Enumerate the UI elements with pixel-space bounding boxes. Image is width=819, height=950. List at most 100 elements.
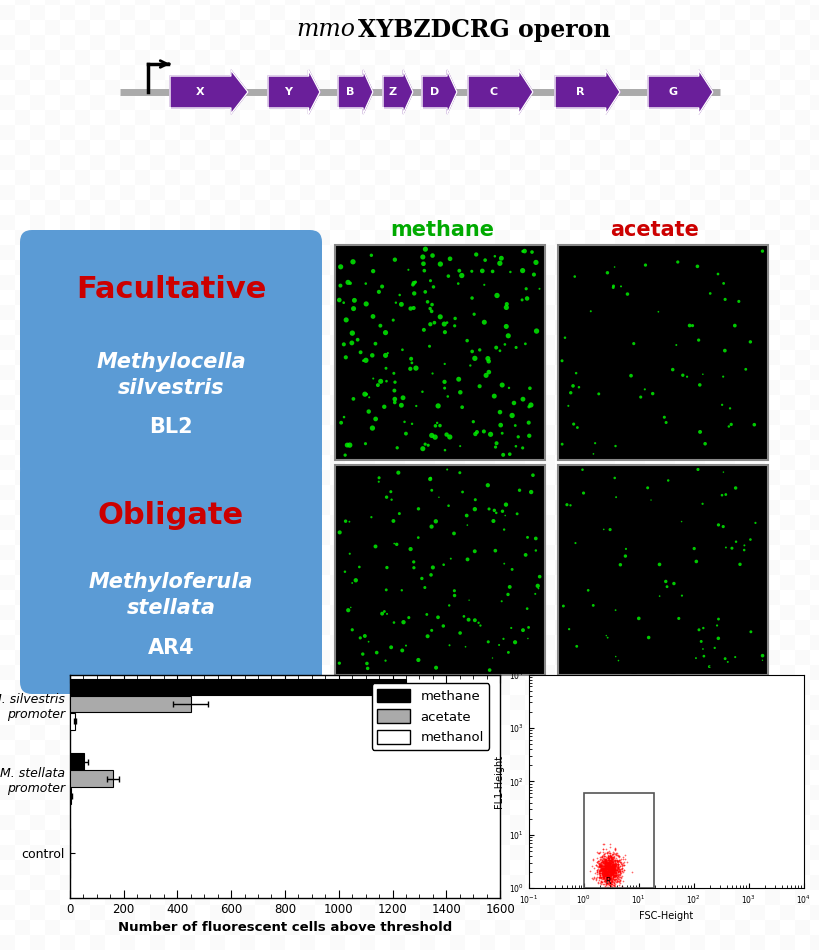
Point	[594, 859, 607, 874]
Bar	[509, 335, 524, 350]
Bar	[180, 245, 195, 260]
Point	[575, 462, 588, 477]
Bar	[300, 725, 314, 740]
Bar	[345, 170, 360, 185]
Point	[603, 867, 616, 883]
Bar	[329, 245, 345, 260]
Point	[594, 861, 607, 876]
Point	[609, 850, 622, 865]
Bar	[0, 635, 15, 650]
Bar	[75, 20, 90, 35]
Bar	[704, 0, 719, 5]
Point	[608, 860, 621, 875]
Bar	[689, 185, 704, 200]
Point	[603, 877, 616, 892]
Point	[597, 853, 610, 868]
Bar	[479, 845, 495, 860]
Bar	[390, 785, 405, 800]
Bar	[90, 815, 105, 830]
Bar	[45, 860, 60, 875]
Bar	[345, 380, 360, 395]
Point	[605, 869, 618, 884]
Bar	[135, 320, 150, 335]
Bar	[60, 365, 75, 380]
Bar	[210, 275, 224, 290]
Point	[592, 863, 605, 878]
Bar	[464, 20, 479, 35]
Bar	[0, 215, 15, 230]
Bar	[240, 215, 255, 230]
Point	[693, 425, 706, 440]
Point	[606, 866, 619, 882]
Point	[518, 547, 532, 562]
Point	[430, 415, 443, 430]
Point	[594, 873, 607, 888]
Bar	[464, 200, 479, 215]
Bar	[165, 440, 180, 455]
Bar	[240, 575, 255, 590]
Bar	[75, 290, 90, 305]
Bar	[60, 155, 75, 170]
Point	[333, 293, 346, 308]
Bar	[390, 665, 405, 680]
Bar	[509, 95, 524, 110]
Bar	[674, 620, 689, 635]
Bar	[285, 470, 300, 485]
Point	[597, 855, 610, 870]
Point	[644, 492, 657, 507]
Bar	[600, 515, 614, 530]
Point	[453, 466, 466, 481]
Bar	[450, 65, 464, 80]
Bar	[479, 125, 495, 140]
Bar	[374, 710, 390, 725]
Bar	[195, 920, 210, 935]
Point	[528, 531, 541, 546]
Point	[603, 862, 616, 877]
Point	[598, 866, 611, 882]
Point	[609, 869, 622, 884]
Bar	[195, 500, 210, 515]
Bar	[374, 740, 390, 755]
Point	[616, 858, 629, 873]
Point	[585, 859, 598, 874]
Point	[595, 863, 608, 878]
Bar	[554, 230, 569, 245]
Point	[608, 852, 621, 867]
Bar	[450, 155, 464, 170]
Point	[604, 873, 617, 888]
Bar	[569, 245, 584, 260]
Bar	[764, 440, 779, 455]
Point	[602, 863, 615, 878]
Point	[595, 864, 608, 879]
Bar	[645, 650, 659, 665]
Point	[604, 862, 617, 877]
Bar	[540, 95, 554, 110]
Bar	[554, 830, 569, 845]
Bar	[794, 830, 809, 845]
Point	[599, 857, 612, 872]
Bar	[15, 650, 30, 665]
Bar	[210, 785, 224, 800]
Point	[592, 859, 605, 874]
Bar	[629, 65, 645, 80]
Bar	[240, 95, 255, 110]
Bar	[150, 65, 165, 80]
Bar	[374, 350, 390, 365]
Bar	[240, 5, 255, 20]
Point	[610, 860, 623, 875]
Point	[731, 294, 744, 309]
Point	[600, 864, 613, 879]
Point	[606, 867, 619, 883]
Bar	[719, 5, 734, 20]
Point	[437, 557, 450, 572]
Point	[744, 624, 757, 639]
Bar	[464, 500, 479, 515]
Point	[612, 878, 625, 893]
Bar	[809, 455, 819, 470]
Point	[497, 556, 510, 571]
Bar	[30, 35, 45, 50]
Bar	[180, 335, 195, 350]
Point	[613, 873, 626, 888]
Point	[729, 534, 742, 549]
Point	[411, 530, 424, 545]
